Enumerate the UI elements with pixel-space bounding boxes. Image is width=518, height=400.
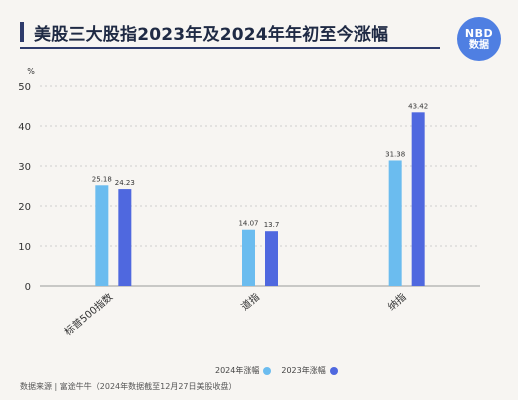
logo-text-nbd: NBD [464, 26, 494, 40]
bar [242, 229, 255, 286]
legend-swatch-2023 [329, 366, 338, 375]
bar [265, 231, 278, 286]
bar [118, 189, 132, 286]
y-tick-label: 10 [18, 242, 31, 253]
y-tick-label: 0 [25, 282, 31, 293]
y-tick-label: 30 [18, 162, 31, 173]
y-axis-unit: % [27, 67, 35, 76]
bar-value-label: 24.23 [115, 179, 135, 187]
logo-text-data: 数据 [469, 39, 489, 51]
x-tick-label: 道指 [238, 290, 262, 313]
title-accent-bar [20, 22, 24, 42]
title-area: 美股三大股指2023年及2024年年初至今涨幅 [20, 14, 500, 54]
bar-value-label: 13.7 [264, 221, 280, 229]
legend-swatch-2024 [263, 366, 272, 375]
source-note: 数据来源 | 富途牛牛（2024年数据截至12月27日美股收盘） [20, 382, 237, 391]
bar [411, 112, 425, 286]
legend: 2024年涨幅 2023年涨幅 [215, 365, 348, 376]
bar [95, 185, 109, 286]
bar-value-label: 43.42 [408, 102, 428, 110]
x-tick-label: 标普500指数 [62, 290, 116, 338]
bar [388, 160, 402, 286]
y-tick-label: 50 [18, 82, 31, 93]
bar-value-label: 14.07 [238, 220, 258, 228]
x-tick-label: 纳指 [385, 290, 409, 313]
title-underline [20, 47, 440, 49]
bar-value-label: 31.38 [385, 150, 405, 158]
legend-label-2024: 2024年涨幅 [215, 366, 260, 375]
y-tick-label: 20 [18, 202, 31, 213]
bar-value-label: 25.18 [92, 175, 112, 183]
y-tick-label: 40 [18, 122, 31, 133]
chart-title: 美股三大股指2023年及2024年年初至今涨幅 [34, 25, 389, 45]
legend-label-2023: 2023年涨幅 [281, 366, 326, 375]
nbd-logo: NBD 数据 [457, 17, 501, 61]
